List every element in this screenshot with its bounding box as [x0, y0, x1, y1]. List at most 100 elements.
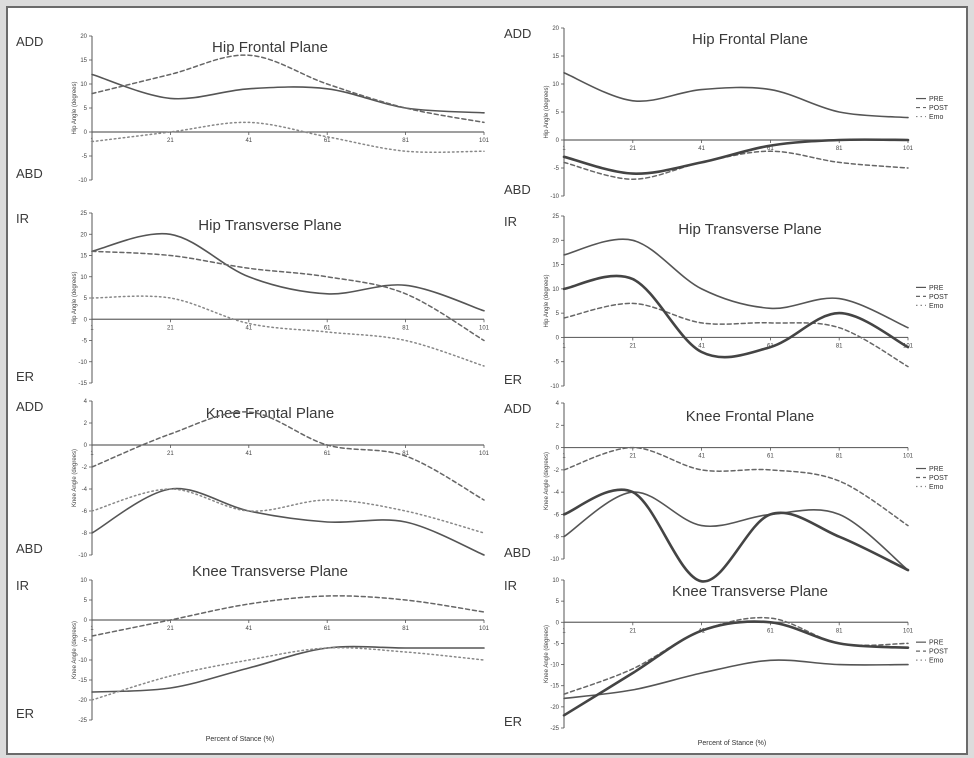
lkt-ytick-label: -20	[78, 698, 87, 704]
rkf-legend-label: POST	[929, 475, 949, 482]
lkf-title: Knee Frontal Plane	[206, 405, 334, 422]
rkf-side-top-label: ADD	[504, 401, 531, 416]
lkf-ytick-label: 4	[84, 399, 88, 405]
rkt-side-bottom-label: ER	[504, 714, 522, 729]
lkf-series-2-line	[91, 411, 485, 501]
lht-xtick-label: 101	[479, 325, 490, 331]
lhf-xtick-label: 61	[324, 138, 331, 144]
rkf-ytick-label: -2	[554, 468, 560, 474]
lkt-ytick-label: -10	[78, 658, 87, 664]
lht-ytick-label: 20	[80, 232, 87, 238]
lhf-ytick-label: 0	[84, 130, 88, 136]
lhf-y-axis-label: Hip Angle (degrees)	[72, 81, 78, 134]
rkt-ytick-label: -15	[550, 684, 559, 690]
rht-ytick-label: 10	[552, 287, 559, 293]
rkf-xtick-label: 21	[629, 454, 636, 460]
lhf-series-2-line	[91, 54, 485, 124]
lkt-xtick-label: 21	[167, 626, 174, 632]
rht-legend-label: POST	[929, 294, 949, 301]
rkf-xtick-label: 1	[562, 454, 566, 460]
rht-ytick-label: -10	[550, 384, 559, 390]
rht-ytick-label: 25	[552, 214, 559, 220]
rkt-xtick-label: 101	[903, 628, 914, 634]
lkf-ytick-label: 2	[84, 421, 88, 427]
lht-ytick-label: 0	[84, 317, 88, 323]
lkf-ytick-label: -2	[82, 465, 88, 471]
lhf-series-1-line	[91, 73, 485, 114]
lkf-series-1-line	[91, 487, 485, 556]
rkt-xtick-label: 21	[629, 628, 636, 634]
rkf-xtick-label: 101	[903, 454, 914, 460]
rkf-legend-label: Emo	[929, 484, 944, 491]
lkf-xtick-label: 101	[479, 451, 490, 457]
lkf-xtick-label: 1	[90, 451, 94, 457]
rhf-xtick-label: 81	[836, 146, 843, 152]
rhf-legend-label: Emo	[929, 114, 944, 121]
lht-ytick-label: 5	[84, 296, 88, 302]
rkf-ytick-label: -6	[554, 512, 560, 518]
lkt-side-top-label: IR	[16, 578, 29, 593]
lkf-side-bottom-label: ABD	[16, 541, 43, 556]
lkt-ytick-label: -25	[78, 718, 87, 724]
lkf-ytick-label: 0	[84, 443, 88, 449]
rhf-ytick-label: -5	[554, 166, 560, 172]
rkt-y-axis-label: Knee Angle (degrees)	[544, 625, 550, 683]
lhf-ytick-label: 5	[84, 106, 88, 112]
rkf-side-bottom-label: ABD	[504, 545, 531, 560]
lht-title: Hip Transverse Plane	[198, 217, 341, 234]
lht-series-1-line	[91, 232, 485, 312]
lhf-ytick-label: -5	[82, 154, 88, 160]
lkt-ytick-label: 5	[84, 598, 88, 604]
rht-ytick-label: 15	[552, 263, 559, 269]
rhf-xtick-label: 101	[903, 146, 914, 152]
rkt-xtick-label: 81	[836, 628, 843, 634]
lkf-xtick-label: 61	[324, 451, 331, 457]
rkt-ytick-label: -25	[550, 726, 559, 732]
rkf-title: Knee Frontal Plane	[686, 408, 814, 425]
rkt-title: Knee Transverse Plane	[672, 583, 828, 600]
rht-ytick-label: 5	[556, 311, 560, 317]
lhf-xtick-label: 41	[245, 138, 252, 144]
lht-side-bottom-label: ER	[16, 369, 34, 384]
rht-side-bottom-label: ER	[504, 372, 522, 387]
lkf-series-3-line	[91, 488, 485, 534]
lht-side-top-label: IR	[16, 211, 29, 226]
lht-ytick-label: 15	[80, 254, 87, 260]
rkt-legend-label: POST	[929, 649, 949, 656]
rkf-ytick-label: -4	[554, 490, 560, 496]
rkt-series-1-line	[563, 659, 909, 700]
lht-series-3-line	[91, 295, 485, 367]
rkf-xtick-label: 81	[836, 454, 843, 460]
rht-series-3-line	[562, 274, 910, 359]
rkt-ytick-label: -5	[554, 641, 560, 647]
lkt-xtick-label: 81	[402, 626, 409, 632]
rhf-side-top-label: ADD	[504, 26, 531, 41]
rkf-y-axis-label: Knee Angle (degrees)	[544, 452, 550, 510]
rht-xtick-label: 1	[562, 343, 566, 349]
lhf-side-top-label: ADD	[16, 34, 43, 49]
rkf-ytick-label: -8	[554, 535, 560, 541]
lkf-ytick-label: -10	[78, 553, 87, 559]
lht-ytick-label: 25	[80, 211, 87, 217]
rkf-ytick-label: 0	[556, 446, 560, 452]
rhf-side-bottom-label: ABD	[504, 182, 531, 197]
lht-ytick-label: -15	[78, 381, 87, 387]
lkt-xtick-label: 101	[479, 626, 490, 632]
lhf-ytick-label: 15	[80, 58, 87, 64]
rkt-side-top-label: IR	[504, 578, 517, 593]
lhf-ytick-label: 20	[80, 34, 87, 40]
rkt-ytick-label: -20	[550, 705, 559, 711]
lkf-ytick-label: -8	[82, 531, 88, 537]
rhf-ytick-label: 5	[556, 110, 560, 116]
rhf-legend-label: PRE	[929, 96, 944, 103]
rht-xtick-label: 41	[698, 343, 705, 349]
lkt-ytick-label: -5	[82, 638, 88, 644]
lht-xtick-label: 1	[90, 325, 94, 331]
rht-legend-label: PRE	[929, 285, 944, 292]
rkt-ytick-label: -10	[550, 663, 559, 669]
lhf-title: Hip Frontal Plane	[212, 39, 328, 56]
rhf-title: Hip Frontal Plane	[692, 31, 808, 48]
figure-svg: Percent of Stance (%) Percent of Stance …	[16, 26, 949, 747]
lkf-side-top-label: ADD	[16, 399, 43, 414]
rkf-ytick-label: -10	[550, 557, 559, 563]
